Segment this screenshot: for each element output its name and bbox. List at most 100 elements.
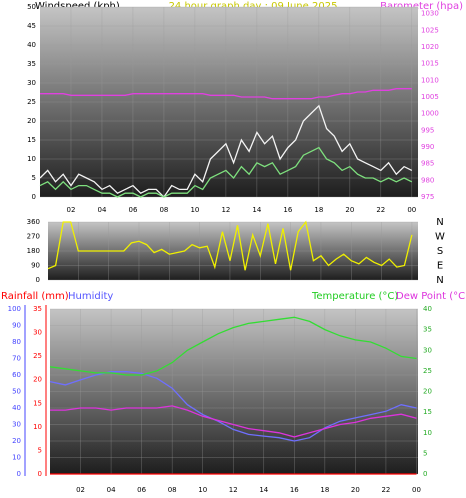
series-line xyxy=(49,316,417,376)
y2-tick-label: 5 xyxy=(423,449,427,457)
y2-tick-label: 25 xyxy=(423,367,432,375)
y-tick-label: 30 xyxy=(27,79,36,87)
series-line xyxy=(40,88,412,100)
y2-tick-label: 985 xyxy=(421,160,434,168)
y2-tick-label: 1025 xyxy=(421,26,439,34)
y-tick-label: 20 xyxy=(12,437,21,445)
series-line xyxy=(39,146,413,198)
y-tick-label: 90 xyxy=(12,322,21,330)
y-tick-label: 180 xyxy=(27,247,40,255)
y2-tick-label: 30 xyxy=(423,346,432,354)
y3-tick-label: 20 xyxy=(33,376,42,384)
y2-tick-label: 0 xyxy=(423,470,427,478)
series-line xyxy=(50,405,417,438)
y-tick-label: 80 xyxy=(12,338,21,346)
x-tick-label: 04 xyxy=(107,486,116,494)
y2-tick-label: 1005 xyxy=(421,93,439,101)
y3-tick-label: 15 xyxy=(33,399,42,407)
humidity-label: Humidity xyxy=(68,291,113,302)
y-tick-label: 0 xyxy=(32,193,36,201)
y-tick-label: 45 xyxy=(27,22,36,30)
wind-label: Windspeed (kph) xyxy=(35,1,120,12)
series-line xyxy=(39,104,413,199)
y2-tick-label: 35 xyxy=(423,326,432,334)
direction-label: N xyxy=(436,275,443,286)
y-tick-label: 10 xyxy=(27,155,36,163)
x-tick-label: 22 xyxy=(376,206,385,214)
y3-tick-label: 10 xyxy=(33,423,42,431)
y-tick-label: 90 xyxy=(31,262,40,270)
y2-tick-label: 15 xyxy=(423,408,432,416)
y-tick-label: 25 xyxy=(27,98,36,106)
x-tick-label: 10 xyxy=(198,486,207,494)
direction-label: E xyxy=(437,261,443,272)
x-tick-label: 20 xyxy=(351,486,360,494)
chart-title: 24 hour graph day : 09 June 2025 xyxy=(169,1,338,12)
y-tick-label: 0 xyxy=(36,276,40,284)
y-tick-label: 20 xyxy=(27,117,36,125)
y2-tick-label: 980 xyxy=(421,176,434,184)
y-tick-label: 50 xyxy=(27,3,36,11)
y3-tick-label: 35 xyxy=(33,305,42,313)
temperature-label: Temperature (°C) xyxy=(311,291,398,302)
x-tick-label: 22 xyxy=(381,486,390,494)
series-line xyxy=(47,220,413,271)
y3-tick-label: 5 xyxy=(38,446,42,454)
x-tick-label: 20 xyxy=(345,206,354,214)
y-tick-label: 15 xyxy=(27,136,36,144)
x-tick-label: 18 xyxy=(314,206,323,214)
x-tick-label: 08 xyxy=(168,486,177,494)
y-tick-label: 10 xyxy=(12,454,21,462)
y2-tick-label: 10 xyxy=(423,429,432,437)
x-tick-label: 02 xyxy=(67,206,76,214)
y-tick-label: 50 xyxy=(12,388,21,396)
y-tick-label: 100 xyxy=(8,305,21,313)
x-tick-label: 08 xyxy=(159,206,168,214)
x-tick-label: 12 xyxy=(229,486,238,494)
y2-tick-label: 20 xyxy=(423,388,432,396)
x-tick-label: 16 xyxy=(290,486,299,494)
y-tick-label: 40 xyxy=(27,41,36,49)
y-tick-label: 35 xyxy=(27,60,36,68)
y-tick-label: 70 xyxy=(12,355,21,363)
y-tick-label: 270 xyxy=(27,233,40,241)
x-tick-label: 00 xyxy=(407,206,416,214)
x-tick-label: 00 xyxy=(412,486,421,494)
y3-tick-label: 30 xyxy=(33,329,42,337)
y2-tick-label: 1010 xyxy=(421,76,439,84)
y-tick-label: 40 xyxy=(12,404,21,412)
x-tick-label: 06 xyxy=(137,486,146,494)
y2-tick-label: 1030 xyxy=(421,10,439,18)
y3-tick-label: 0 xyxy=(38,470,42,478)
x-tick-label: 16 xyxy=(283,206,292,214)
dewpoint-label: Dew Point (°C) xyxy=(396,291,466,302)
y2-tick-label: 1000 xyxy=(421,110,439,118)
x-tick-label: 14 xyxy=(259,486,268,494)
x-tick-label: 04 xyxy=(98,206,107,214)
x-tick-label: 06 xyxy=(128,206,137,214)
y2-tick-label: 40 xyxy=(423,305,432,313)
rain-label: Rainfall (mm) xyxy=(1,291,69,302)
barometer-label: Barometer (hpa) xyxy=(380,1,463,12)
direction-label: N xyxy=(436,217,443,228)
y-tick-label: 5 xyxy=(32,174,36,182)
direction-label: S xyxy=(437,246,443,257)
y2-tick-label: 995 xyxy=(421,126,434,134)
y-tick-label: 60 xyxy=(12,371,21,379)
y2-tick-label: 975 xyxy=(421,193,434,201)
x-tick-label: 14 xyxy=(252,206,261,214)
series-line xyxy=(49,371,417,442)
x-tick-label: 02 xyxy=(76,486,85,494)
y2-tick-label: 1020 xyxy=(421,43,439,51)
x-tick-label: 10 xyxy=(190,206,199,214)
x-tick-label: 18 xyxy=(320,486,329,494)
y2-tick-label: 990 xyxy=(421,143,434,151)
direction-label: W xyxy=(435,232,445,243)
y3-tick-label: 25 xyxy=(33,352,42,360)
y-tick-label: 30 xyxy=(12,421,21,429)
y-tick-label: 360 xyxy=(27,218,40,226)
y-tick-label: 0 xyxy=(17,470,21,478)
x-tick-label: 12 xyxy=(221,206,230,214)
y2-tick-label: 1015 xyxy=(421,60,439,68)
